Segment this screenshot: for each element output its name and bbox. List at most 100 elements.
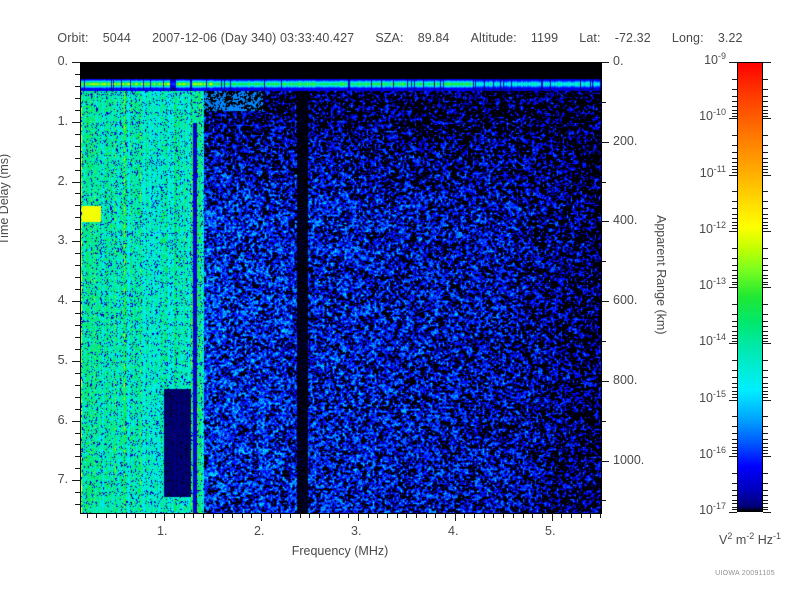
- axis-tick: [601, 62, 609, 63]
- axis-tick: [763, 338, 768, 339]
- axis-tick: [763, 503, 768, 504]
- colorbar-tick-label: 10-9: [704, 50, 726, 67]
- axis-tick: [464, 513, 465, 518]
- axis-tick: [732, 228, 737, 229]
- axis-tick: [763, 158, 768, 159]
- axis-tick: [763, 110, 768, 111]
- orbit-value: 5044: [102, 31, 131, 45]
- axis-tick: [732, 416, 737, 417]
- axis-tick: [763, 284, 768, 285]
- axis-tick: [729, 118, 737, 119]
- axis-tick: [732, 284, 737, 285]
- axis-tick: [732, 162, 737, 163]
- altitude-value: 1199: [530, 31, 559, 45]
- axis-tick: [75, 325, 80, 326]
- observation-datetime: 2007-12-06 (Day 340) 03:33:40.427: [152, 31, 355, 45]
- y2-tick-label: 0.: [613, 54, 624, 68]
- axis-tick: [763, 360, 768, 361]
- axis-tick: [732, 397, 737, 398]
- axis-tick: [732, 341, 737, 342]
- axis-tick: [732, 338, 737, 339]
- axis-tick: [763, 341, 768, 342]
- axis-tick: [75, 253, 80, 254]
- axis-tick: [387, 513, 388, 518]
- axis-tick: [732, 152, 737, 153]
- sza-value: 89.84: [417, 31, 450, 45]
- axis-tick: [339, 513, 340, 518]
- axis-tick: [763, 304, 768, 305]
- axis-tick: [174, 513, 175, 518]
- axis-tick: [763, 447, 768, 448]
- y-axis-title: Time Delay (ms): [0, 153, 11, 245]
- axis-tick: [75, 373, 80, 374]
- axis-tick: [729, 287, 737, 288]
- axis-tick: [732, 166, 737, 167]
- axis-tick: [601, 341, 606, 342]
- axis-tick: [242, 513, 243, 518]
- axis-tick: [763, 509, 768, 510]
- axis-tick: [763, 331, 768, 332]
- axis-tick: [261, 513, 262, 521]
- axis-tick: [732, 225, 737, 226]
- axis-tick: [513, 513, 514, 518]
- axis-tick: [309, 513, 310, 518]
- y2-axis-title: Apparent Range (km): [654, 215, 668, 335]
- axis-tick: [763, 152, 768, 153]
- axis-tick: [72, 182, 80, 183]
- axis-tick: [251, 513, 252, 518]
- axis-tick: [763, 394, 768, 395]
- axis-tick: [763, 321, 768, 322]
- axis-tick: [732, 282, 737, 283]
- axis-tick: [732, 383, 737, 384]
- axis-tick: [763, 490, 768, 491]
- axis-tick: [763, 450, 768, 451]
- axis-tick: [732, 169, 737, 170]
- axis-tick: [763, 270, 768, 271]
- axis-tick: [732, 116, 737, 117]
- axis-tick: [732, 370, 737, 371]
- axis-tick: [503, 513, 504, 518]
- altitude-label: Altitude:: [470, 31, 517, 45]
- axis-tick: [763, 248, 768, 249]
- axis-tick: [732, 500, 737, 501]
- axis-tick: [763, 335, 768, 336]
- axis-tick: [732, 321, 737, 322]
- axis-tick: [732, 110, 737, 111]
- axis-tick: [763, 169, 768, 170]
- axis-tick: [732, 314, 737, 315]
- axis-tick: [222, 513, 223, 518]
- axis-tick: [732, 248, 737, 249]
- axis-tick: [732, 394, 737, 395]
- y-tick-label: 1.: [57, 114, 68, 128]
- axis-tick: [75, 74, 80, 75]
- axis-tick: [763, 162, 768, 163]
- axis-tick: [601, 102, 606, 103]
- axis-tick: [590, 513, 591, 518]
- axis-tick: [75, 98, 80, 99]
- axis-tick: [763, 443, 768, 444]
- axis-tick: [763, 473, 768, 474]
- axis-tick: [329, 513, 330, 518]
- axis-tick: [763, 265, 768, 266]
- axis-tick: [763, 377, 768, 378]
- colorbar-unit-label: V2 m-2 Hz-1: [718, 530, 782, 547]
- axis-tick: [193, 513, 194, 518]
- axis-tick: [72, 480, 80, 481]
- axis-tick: [732, 135, 737, 136]
- axis-tick: [601, 221, 609, 222]
- axis-tick: [729, 231, 737, 232]
- axis-tick: [763, 314, 768, 315]
- axis-tick: [75, 397, 80, 398]
- axis-tick: [729, 456, 737, 457]
- axis-tick: [732, 443, 737, 444]
- y2-tick-label: 1000.: [613, 453, 645, 467]
- axis-tick: [75, 265, 80, 266]
- axis-tick: [763, 145, 768, 146]
- axis-tick: [561, 513, 562, 518]
- axis-tick: [732, 509, 737, 510]
- axis-tick: [732, 208, 737, 209]
- axis-tick: [377, 513, 378, 518]
- axis-tick: [763, 397, 768, 398]
- axis-tick: [484, 513, 485, 518]
- axis-tick: [763, 400, 771, 401]
